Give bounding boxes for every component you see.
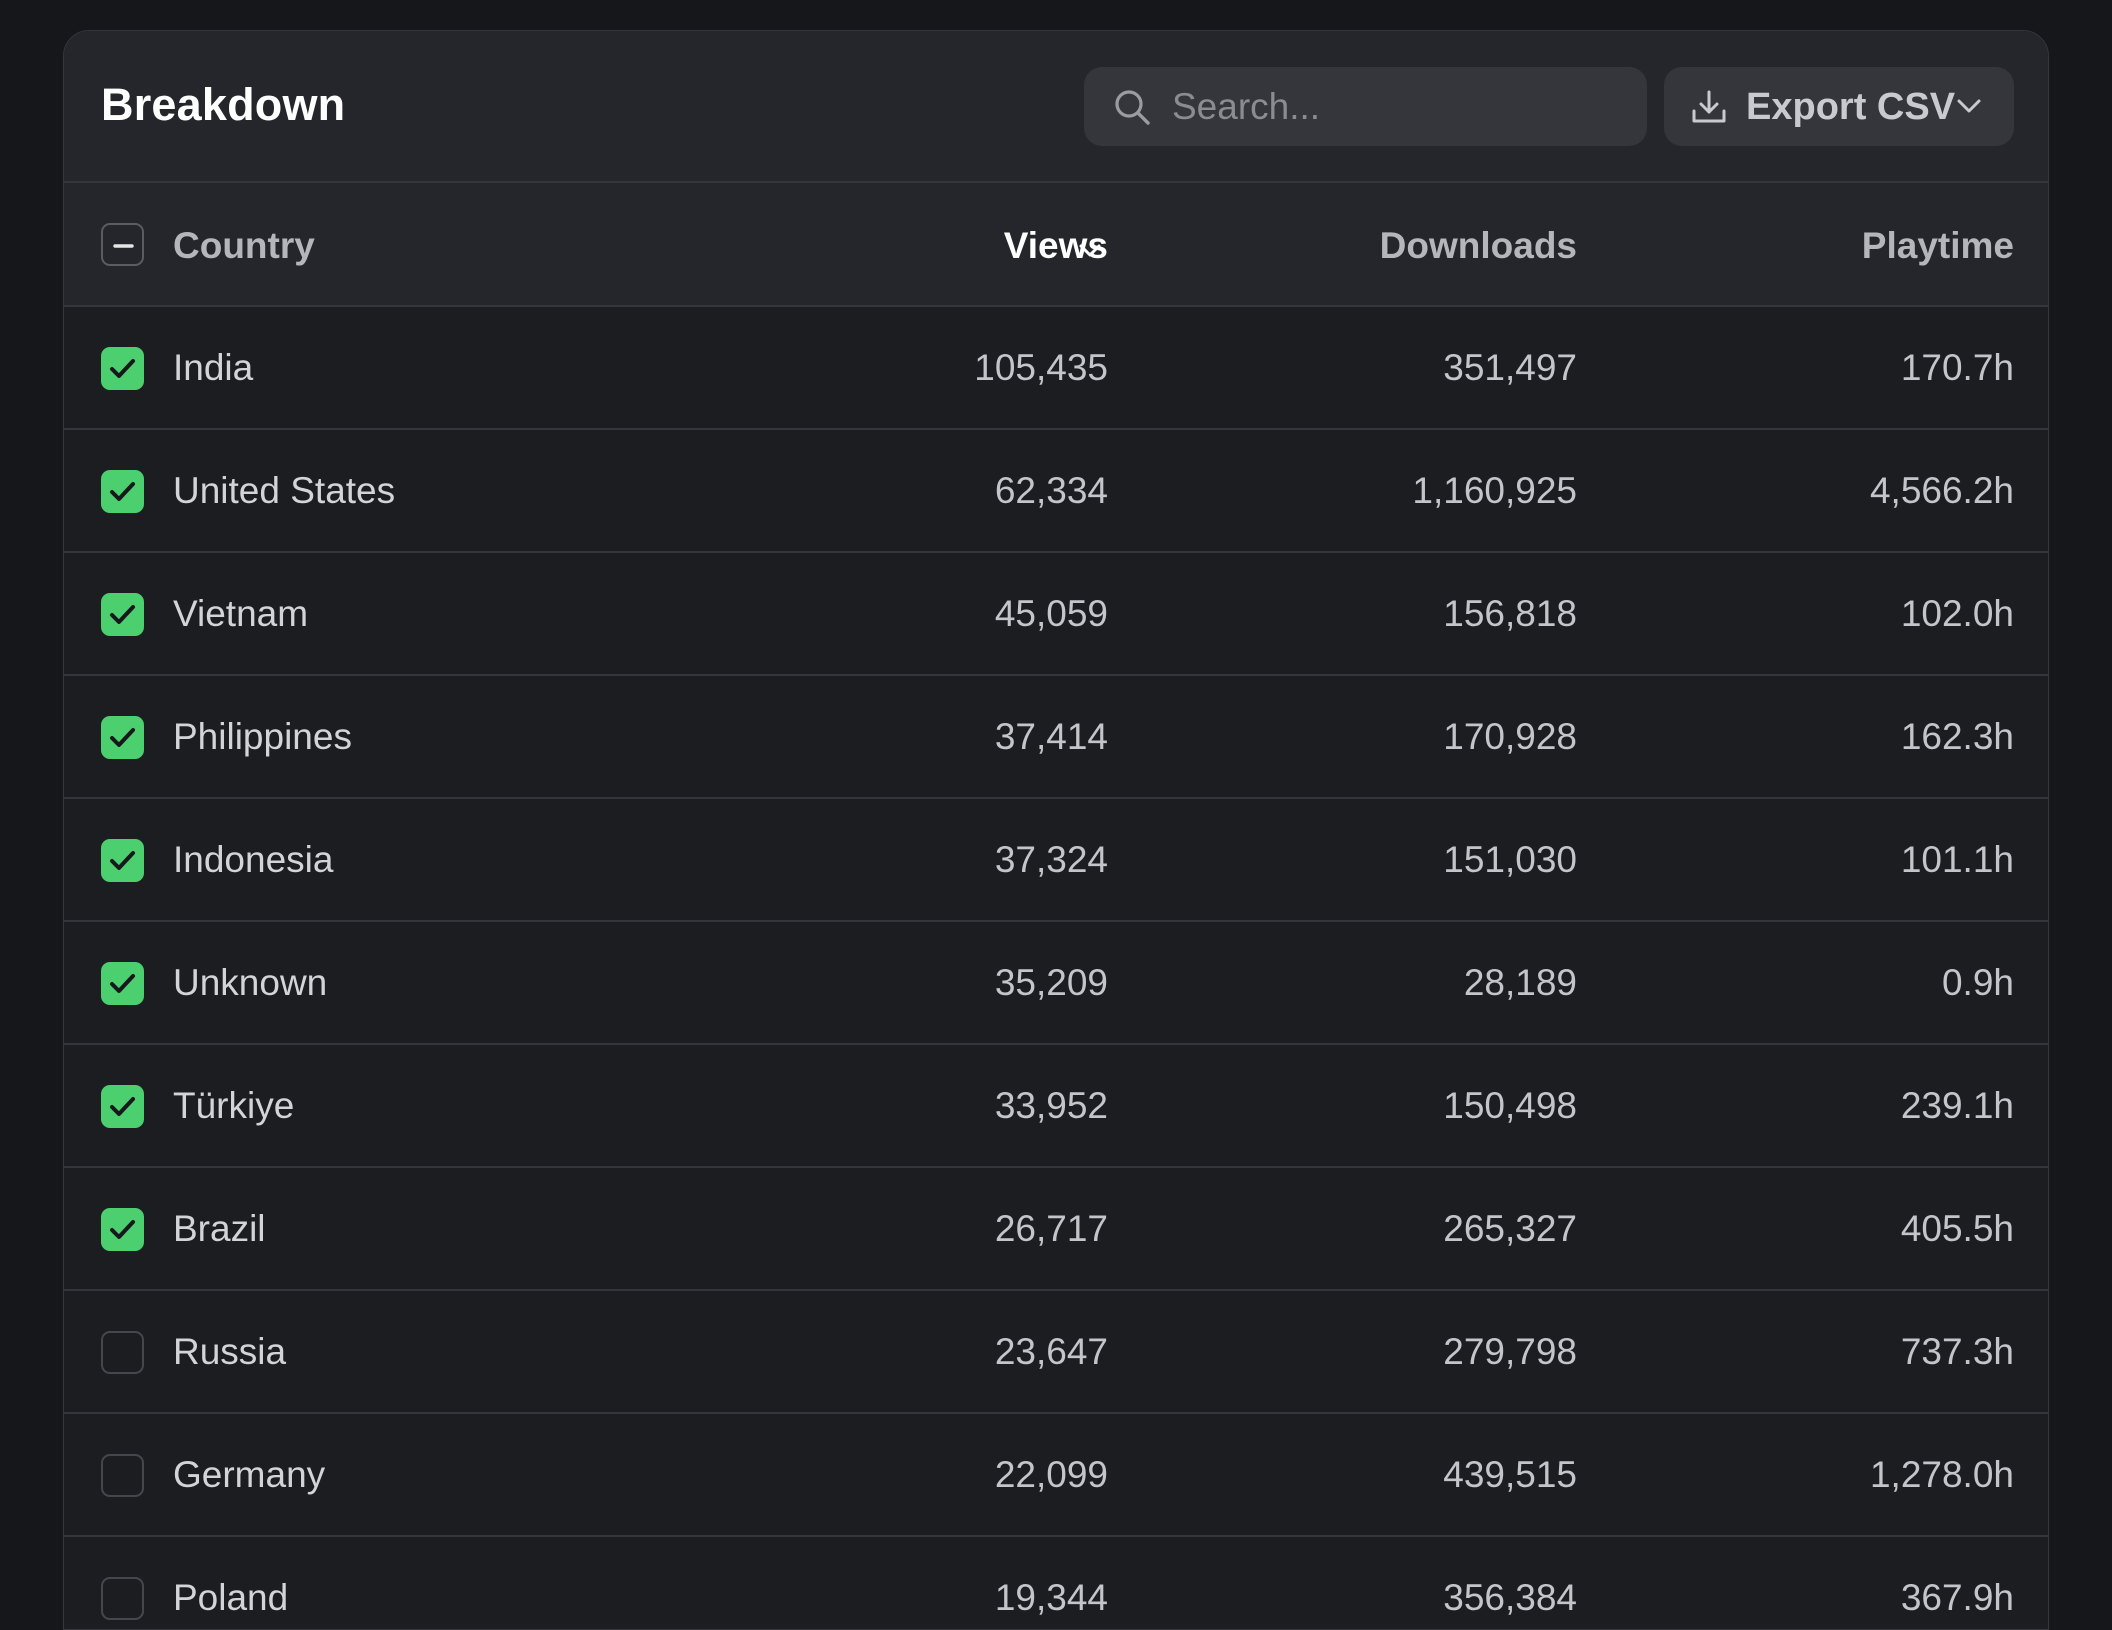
row-checkbox[interactable] (101, 1085, 144, 1128)
cell-downloads: 156,818 (1443, 593, 1577, 634)
cell-views: 37,324 (994, 839, 1108, 880)
table-row[interactable]: Philippines 37,414 170,928 162.3h (64, 676, 2048, 799)
cell-country: Indonesia (173, 839, 334, 880)
panel-header: Breakdown Export CSV (64, 31, 2048, 183)
check-icon (110, 974, 135, 993)
cell-views: 33,952 (994, 1085, 1108, 1126)
row-checkbox[interactable] (101, 1331, 144, 1374)
table-row[interactable]: Germany 22,099 439,515 1,278.0h (64, 1414, 2048, 1537)
search-icon (1115, 90, 1150, 125)
row-checkbox[interactable] (101, 962, 144, 1005)
cell-playtime: 0.9h (1941, 962, 2014, 1003)
row-checkbox[interactable] (101, 716, 144, 759)
check-icon (110, 728, 135, 747)
table-row[interactable]: Brazil 26,717 265,327 405.5h (64, 1168, 2048, 1291)
cell-views: 62,334 (994, 470, 1108, 511)
check-icon (110, 605, 135, 624)
minus-icon (113, 244, 134, 248)
cell-downloads: 279,798 (1443, 1331, 1577, 1372)
column-header-country[interactable]: Country (173, 225, 315, 266)
check-icon (110, 482, 135, 501)
row-checkbox[interactable] (101, 593, 144, 636)
row-checkbox[interactable] (101, 1577, 144, 1620)
table-row[interactable]: Russia 23,647 279,798 737.3h (64, 1291, 2048, 1414)
panel-title: Breakdown (101, 79, 346, 130)
table-row[interactable]: Indonesia 37,324 151,030 101.1h (64, 799, 2048, 922)
download-icon (1692, 90, 1726, 123)
cell-country: Russia (173, 1331, 287, 1372)
table-row[interactable]: India 105,435 351,497 170.7h (64, 307, 2048, 430)
cell-country: India (173, 347, 254, 388)
table-row[interactable]: Poland 19,344 356,384 367.9h (64, 1537, 2048, 1629)
cell-playtime: 102.0h (1900, 593, 2014, 634)
cell-views: 35,209 (994, 962, 1108, 1003)
cell-country: Türkiye (173, 1085, 295, 1126)
cell-downloads: 28,189 (1463, 962, 1577, 1003)
cell-country: Unknown (173, 962, 328, 1003)
cell-views: 23,647 (994, 1331, 1108, 1372)
search-box[interactable] (1084, 67, 1647, 146)
cell-playtime: 170.7h (1900, 347, 2014, 388)
cell-downloads: 151,030 (1443, 839, 1577, 880)
cell-country: Brazil (173, 1208, 266, 1249)
column-header-playtime[interactable]: Playtime (1861, 225, 2014, 266)
cell-views: 22,099 (994, 1454, 1108, 1495)
cell-downloads: 439,515 (1443, 1454, 1577, 1495)
select-all-checkbox[interactable] (101, 223, 144, 266)
cell-downloads: 356,384 (1443, 1577, 1577, 1618)
search-input[interactable] (1172, 67, 1622, 146)
column-header-downloads[interactable]: Downloads (1379, 225, 1577, 266)
cell-playtime: 4,566.2h (1869, 470, 2014, 511)
cell-downloads: 265,327 (1443, 1208, 1577, 1249)
cell-views: 37,414 (994, 716, 1108, 757)
cell-playtime: 1,278.0h (1869, 1454, 2014, 1495)
check-icon (110, 1097, 135, 1116)
chevron-down-icon (1957, 99, 1981, 113)
row-checkbox[interactable] (101, 839, 144, 882)
cell-views: 105,435 (974, 347, 1108, 388)
cell-playtime: 239.1h (1900, 1085, 2014, 1126)
cell-playtime: 405.5h (1900, 1208, 2014, 1249)
check-icon (110, 851, 135, 870)
cell-playtime: 737.3h (1900, 1331, 2014, 1372)
column-header-views[interactable]: Views (1003, 225, 1108, 266)
cell-country: Poland (173, 1577, 289, 1618)
table-row[interactable]: United States 62,334 1,160,925 4,566.2h (64, 430, 2048, 553)
cell-downloads: 351,497 (1443, 347, 1577, 388)
row-checkbox[interactable] (101, 1208, 144, 1251)
cell-country: United States (173, 470, 396, 511)
cell-playtime: 101.1h (1900, 839, 2014, 880)
cell-downloads: 150,498 (1443, 1085, 1577, 1126)
breakdown-panel: Breakdown Export CSV Coun (63, 30, 2049, 1630)
cell-country: Vietnam (173, 593, 309, 634)
check-icon (110, 359, 135, 378)
cell-downloads: 1,160,925 (1412, 470, 1577, 511)
table-header-row: Country Views Downloads Playtime (64, 183, 2048, 307)
table-row[interactable]: Unknown 35,209 28,189 0.9h (64, 922, 2048, 1045)
row-checkbox[interactable] (101, 1454, 144, 1497)
cell-views: 26,717 (994, 1208, 1108, 1249)
row-checkbox[interactable] (101, 470, 144, 513)
table-row[interactable]: Vietnam 45,059 156,818 102.0h (64, 553, 2048, 676)
table-body: India 105,435 351,497 170.7h United States 62… (64, 307, 2048, 1629)
cell-country: Philippines (173, 716, 352, 757)
sort-chevron-down-icon[interactable] (1078, 241, 1102, 261)
cell-playtime: 367.9h (1900, 1577, 2014, 1618)
cell-views: 19,344 (994, 1577, 1108, 1618)
row-checkbox[interactable] (101, 347, 144, 390)
check-icon (110, 1220, 135, 1239)
cell-views: 45,059 (994, 593, 1108, 634)
export-csv-label: Export CSV (1746, 86, 1956, 128)
cell-playtime: 162.3h (1900, 716, 2014, 757)
export-csv-button[interactable]: Export CSV (1664, 67, 2014, 146)
table-row[interactable]: Türkiye 33,952 150,498 239.1h (64, 1045, 2048, 1168)
cell-country: Germany (173, 1454, 326, 1495)
cell-downloads: 170,928 (1443, 716, 1577, 757)
